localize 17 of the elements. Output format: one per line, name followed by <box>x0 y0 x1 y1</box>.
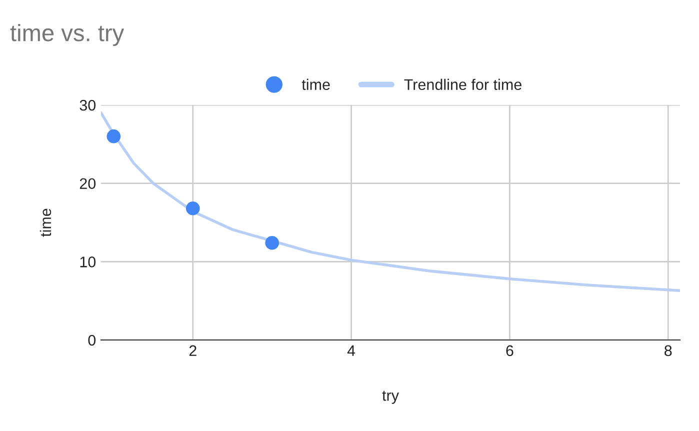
legend-label: time <box>302 78 330 90</box>
x-tick-label: 8 <box>664 345 672 356</box>
y-tick-label: 20 <box>80 178 96 190</box>
y-tick-label: 30 <box>80 100 96 111</box>
point <box>265 236 279 250</box>
x-tick-label: 6 <box>506 345 514 356</box>
y-tick-label: 10 <box>80 256 96 268</box>
line-series <box>101 111 680 292</box>
point <box>186 201 200 216</box>
x-tick-label: 4 <box>347 345 356 356</box>
x-tick-label: 2 <box>189 345 196 356</box>
chart-title: time vs. try <box>10 24 124 46</box>
y-axis-title: time <box>40 208 52 237</box>
legend-label: Trendline for time <box>404 78 522 90</box>
y-tick-label: 0 <box>88 334 96 346</box>
x-axis-title: try <box>382 390 399 404</box>
point <box>106 129 121 144</box>
